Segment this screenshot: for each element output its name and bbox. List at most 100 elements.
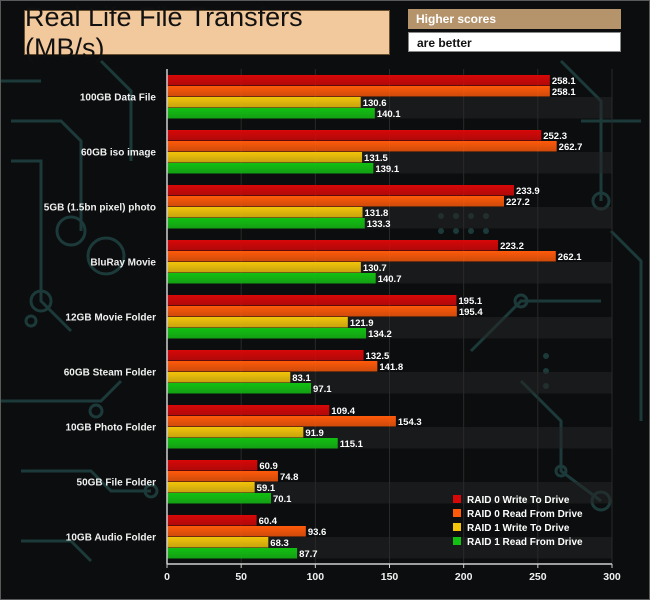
circuit-trace <box>21 539 93 563</box>
x-tick-label-250: 250 <box>529 571 547 583</box>
value-label-raid-0-read-from-drive-10gb-photo-folder: 154.3 <box>398 417 422 428</box>
value-label-raid-1-write-to-drive-10gb-photo-folder: 91.9 <box>305 428 324 439</box>
legend-swatch-raid-1-read-from-drive <box>453 537 461 545</box>
legend-label-raid-0-read-from-drive: RAID 0 Read From Drive <box>467 509 583 520</box>
value-label-raid-0-read-from-drive-50gb-file-folder: 74.8 <box>280 472 299 483</box>
circuit-trace <box>99 59 133 161</box>
circuit-trace <box>609 229 643 421</box>
bar-raid-1-write-to-drive-60gb-iso-image <box>167 152 363 163</box>
value-label-raid-0-write-to-drive-12gb-movie-folder: 195.1 <box>458 296 482 307</box>
circuit-node <box>513 293 529 309</box>
value-label-raid-1-write-to-drive-60gb-steam-folder: 83.1 <box>292 373 311 384</box>
bar-raid-0-write-to-drive-5gb-1-5bn-pixel-photo <box>167 185 514 196</box>
bar-raid-1-write-to-drive-50gb-file-folder <box>167 482 255 493</box>
value-label-raid-1-read-from-drive-10gb-photo-folder: 115.1 <box>340 439 364 450</box>
bar-raid-0-write-to-drive-10gb-photo-folder <box>167 405 330 416</box>
bar-raid-0-write-to-drive-60gb-steam-folder <box>167 350 364 361</box>
circuit-node <box>88 403 104 419</box>
value-label-raid-1-write-to-drive-60gb-iso-image: 131.5 <box>364 153 388 164</box>
bar-raid-0-read-from-drive-10gb-photo-folder <box>167 416 396 427</box>
bar-raid-1-read-from-drive-50gb-file-folder <box>167 493 271 504</box>
value-label-raid-1-read-from-drive-5gb-1-5bn-pixel-photo: 133.3 <box>367 219 391 230</box>
bar-raid-1-read-from-drive-10gb-audio-folder <box>167 548 298 559</box>
bar-raid-1-read-from-drive-100gb-data-file <box>167 108 375 119</box>
value-label-raid-1-write-to-drive-bluray-movie: 130.7 <box>363 263 387 274</box>
are-better-note: are better <box>408 32 621 52</box>
circuit-node <box>29 289 53 313</box>
bars <box>167 75 557 559</box>
category-label-10gb-photo-folder: 10GB Photo Folder <box>65 423 156 434</box>
circuit-dot <box>453 228 459 234</box>
value-label-raid-1-write-to-drive-12gb-movie-folder: 121.9 <box>350 318 374 329</box>
category-label-5gb-1-5bn-pixel-photo: 5GB (1.5bn pixel) photo <box>44 203 156 214</box>
bar-raid-0-read-from-drive-60gb-iso-image <box>167 141 557 152</box>
value-label-raid-0-write-to-drive-10gb-audio-folder: 60.4 <box>259 516 278 527</box>
bar-raid-0-read-from-drive-5gb-1-5bn-pixel-photo <box>167 196 505 207</box>
bar-raid-0-read-from-drive-100gb-data-file <box>167 86 550 97</box>
bar-raid-0-read-from-drive-12gb-movie-folder <box>167 306 457 317</box>
bar-raid-0-read-from-drive-10gb-audio-folder <box>167 526 306 537</box>
category-label-100gb-data-file: 100GB Data File <box>80 93 157 104</box>
bar-raid-1-read-from-drive-12gb-movie-folder <box>167 328 367 339</box>
circuit-node <box>86 236 126 276</box>
value-label-raid-1-write-to-drive-50gb-file-folder: 59.1 <box>257 483 276 494</box>
value-label-raid-0-write-to-drive-100gb-data-file: 258.1 <box>552 76 576 87</box>
value-label-raid-0-write-to-drive-10gb-photo-folder: 109.4 <box>331 406 355 417</box>
bar-raid-1-read-from-drive-bluray-movie <box>167 273 376 284</box>
x-tick-label-300: 300 <box>603 571 621 583</box>
x-tick-label-0: 0 <box>164 571 170 583</box>
axis: 0 50 100 150 200 250 300 <box>164 69 621 583</box>
bar-raid-0-write-to-drive-12gb-movie-folder <box>167 295 457 306</box>
value-label-raid-0-write-to-drive-60gb-steam-folder: 132.5 <box>366 351 390 362</box>
circuit-dot <box>483 228 489 234</box>
circuit-trace <box>11 159 73 333</box>
legend-label-raid-0-write-to-drive: RAID 0 Write To Drive <box>467 495 570 506</box>
value-label-raid-0-read-from-drive-12gb-movie-folder: 195.4 <box>459 307 483 318</box>
bar-raid-0-read-from-drive-60gb-steam-folder <box>167 361 378 372</box>
legend-label-raid-1-read-from-drive: RAID 1 Read From Drive <box>467 537 583 548</box>
bar-raid-1-write-to-drive-100gb-data-file <box>167 97 361 108</box>
legend-label-raid-1-write-to-drive: RAID 1 Write To Drive <box>467 523 570 534</box>
circuit-trace <box>1 379 123 403</box>
value-label-raid-1-read-from-drive-100gb-data-file: 140.1 <box>377 109 401 120</box>
value-label-raid-1-read-from-drive-12gb-movie-folder: 134.2 <box>368 329 392 340</box>
bar-raid-1-write-to-drive-bluray-movie <box>167 262 361 273</box>
category-label-60gb-steam-folder: 60GB Steam Folder <box>64 368 156 379</box>
value-label-raid-0-read-from-drive-5gb-1-5bn-pixel-photo: 227.2 <box>506 197 530 208</box>
value-label-raid-1-write-to-drive-5gb-1-5bn-pixel-photo: 131.8 <box>365 208 389 219</box>
circuit-node <box>143 483 159 499</box>
bar-raid-1-write-to-drive-12gb-movie-folder <box>167 317 348 328</box>
value-label-raid-1-read-from-drive-60gb-iso-image: 139.1 <box>375 164 399 175</box>
bar-raid-1-read-from-drive-60gb-iso-image <box>167 163 374 174</box>
category-label-50gb-file-folder: 50GB File Folder <box>77 478 157 489</box>
legend-swatch-raid-1-write-to-drive <box>453 523 461 531</box>
circuit-node <box>55 215 87 247</box>
bar-raid-0-write-to-drive-100gb-data-file <box>167 75 550 86</box>
legend: RAID 0 Write To Drive RAID 0 Read From Dr… <box>453 495 583 548</box>
bar-raid-1-write-to-drive-10gb-photo-folder <box>167 427 304 438</box>
bar-raid-0-write-to-drive-10gb-audio-folder <box>167 515 257 526</box>
category-label-bluray-movie: BluRay Movie <box>90 258 156 269</box>
value-label-raid-0-write-to-drive-5gb-1-5bn-pixel-photo: 233.9 <box>516 186 540 197</box>
bar-raid-0-write-to-drive-60gb-iso-image <box>167 130 542 141</box>
legend-swatch-raid-0-read-from-drive <box>453 509 461 517</box>
x-tick-label-50: 50 <box>235 571 247 583</box>
value-label-raid-1-read-from-drive-bluray-movie: 140.7 <box>378 274 402 285</box>
circuit-node <box>554 464 568 478</box>
category-label-12gb-movie-folder: 12GB Movie Folder <box>65 313 156 324</box>
value-label-raid-1-read-from-drive-10gb-audio-folder: 87.7 <box>299 549 318 560</box>
value-label-raid-1-read-from-drive-60gb-steam-folder: 97.1 <box>313 384 332 395</box>
bar-raid-1-read-from-drive-60gb-steam-folder <box>167 383 312 394</box>
higher-scores-note: Higher scores <box>408 9 621 29</box>
bar-raid-1-write-to-drive-5gb-1-5bn-pixel-photo <box>167 207 363 218</box>
value-label-raid-0-read-from-drive-60gb-steam-folder: 141.8 <box>379 362 403 373</box>
bar-raid-1-read-from-drive-5gb-1-5bn-pixel-photo <box>167 218 365 229</box>
circuit-dot <box>438 228 444 234</box>
value-label-raid-0-write-to-drive-50gb-file-folder: 60.9 <box>259 461 278 472</box>
value-label-raid-1-write-to-drive-100gb-data-file: 130.6 <box>363 98 387 109</box>
bar-raid-0-write-to-drive-bluray-movie <box>167 240 499 251</box>
category-label-10gb-audio-folder: 10GB Audio Folder <box>66 533 156 544</box>
